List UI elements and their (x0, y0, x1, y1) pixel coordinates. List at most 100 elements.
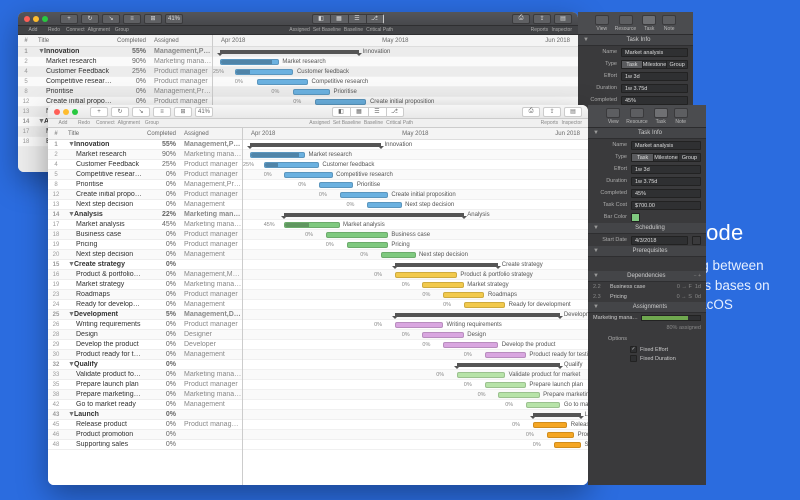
gantt-row[interactable]: Create strategy (243, 260, 588, 270)
gantt-row[interactable]: 0%Create initial proposition (243, 190, 588, 200)
inspector-panel[interactable]: View Resource Task Note ▼Task Info NameM… (588, 105, 706, 485)
task-grid[interactable]: # Title Completed Assigned 1▼Innovation5… (48, 128, 243, 485)
table-row[interactable]: 2Market research90%Marketing manager (18, 57, 212, 67)
gantt-row[interactable]: 0%Develop the product (243, 340, 588, 350)
gantt-row[interactable]: Innovation (213, 47, 578, 57)
minimize-icon[interactable] (63, 109, 69, 115)
table-row[interactable]: 1▼Innovation55%Management,Produc… (18, 47, 212, 57)
dependency-row[interactable]: 2.3Pricing0 → S0d (588, 292, 706, 302)
alignment-button[interactable]: ≡ (153, 107, 171, 117)
view-mode-segment[interactable]: ◧▦☰⎇ (332, 107, 404, 117)
view-mode-segment[interactable]: ◧▦☰⎇ (312, 14, 384, 24)
gantt-row[interactable]: 0%Prioritise (243, 180, 588, 190)
zoom-level[interactable]: 41% (195, 107, 213, 117)
table-row[interactable]: 46Product promotion0% (48, 430, 242, 440)
gantt-row[interactable]: 90%Market research (213, 57, 578, 67)
gantt-row[interactable]: 0%Prioritise (213, 87, 578, 97)
table-row[interactable]: 5Competitive research0%Product manager (18, 77, 212, 87)
table-row[interactable]: 23Roadmaps0%Product manager (48, 290, 242, 300)
table-row[interactable]: 16Product & portfolio strategy0%Manageme… (48, 270, 242, 280)
zoom-icon[interactable] (72, 109, 78, 115)
table-row[interactable]: 12Create initial proposition0%Product ma… (48, 190, 242, 200)
table-row[interactable]: 17Market analysis45%Marketing manager (48, 220, 242, 230)
gantt-row[interactable]: 0%Product ready for testing (243, 350, 588, 360)
table-row[interactable]: 29Develop the product0%Developer (48, 340, 242, 350)
table-row[interactable]: 28Design0%Designer (48, 330, 242, 340)
section-assignments[interactable]: ▼Assignments (588, 302, 706, 313)
table-row[interactable]: 45Release product0%Product manager,Dev… (48, 420, 242, 430)
gantt-row[interactable]: 0%Design (243, 330, 588, 340)
section-dependencies[interactable]: ▼Dependencies− + (588, 271, 706, 282)
gantt-row[interactable]: 0%Product promotion (243, 430, 588, 440)
gantt-row[interactable]: 0%Business case (243, 230, 588, 240)
table-row[interactable]: 4Customer Feedback25%Product manager (48, 160, 242, 170)
gantt-row[interactable]: Launch (243, 410, 588, 420)
gantt-row[interactable]: 0%Next step decision (243, 250, 588, 260)
minimize-icon[interactable] (33, 16, 39, 22)
table-row[interactable]: 2Market research90%Marketing manager (48, 150, 242, 160)
export-button[interactable]: ⇪ (543, 107, 561, 117)
gantt-row[interactable]: 0%Supporting sales (243, 440, 588, 450)
inspector-toggle[interactable]: ▤ (564, 107, 582, 117)
gantt-row[interactable]: 0%Market strategy (243, 280, 588, 290)
add-button[interactable]: + (60, 14, 78, 24)
table-row[interactable]: 32▼Qualify0% (48, 360, 242, 370)
gantt-row[interactable]: 0%Next step decision (243, 200, 588, 210)
table-row[interactable]: 24Ready for development0%Management (48, 300, 242, 310)
dependency-row[interactable]: 2.2Business case0 → F1d (588, 282, 706, 292)
redo-button[interactable]: ↻ (111, 107, 129, 117)
reports-button[interactable]: ⎙ (512, 14, 530, 24)
table-row[interactable]: 25▼Development5%Management,Develo… (48, 310, 242, 320)
table-row[interactable]: 33Validate product for market0%Marketing… (48, 370, 242, 380)
section-scheduling[interactable]: ▼Scheduling (588, 223, 706, 234)
table-row[interactable]: 13Next step decision0%Management (48, 200, 242, 210)
table-row[interactable]: 1▼Innovation55%Management,Produc… (48, 140, 242, 150)
gantt-row[interactable]: Innovation (243, 140, 588, 150)
table-row[interactable]: 8Prioritise0%Management,Produc… (48, 180, 242, 190)
gantt-row[interactable]: 0%Product & portfolio strategy (243, 270, 588, 280)
table-row[interactable]: 38Prepare marketing plan0%Marketing mana… (48, 390, 242, 400)
gantt-row[interactable]: 0%Roadmaps (243, 290, 588, 300)
inspector-tabs[interactable]: View Resource Task Note (578, 12, 693, 35)
gantt-row[interactable]: 0%Competitive research (243, 170, 588, 180)
reports-button[interactable]: ⎙ (522, 107, 540, 117)
titlebar[interactable]: + ↻ ↘ ≡ ⊞ 41% ◧▦☰⎇ ⎙ ⇪ ▤ (18, 12, 578, 26)
export-button[interactable]: ⇪ (533, 14, 551, 24)
table-row[interactable]: 19Market strategy0%Marketing manager (48, 280, 242, 290)
table-row[interactable]: 35Prepare launch plan0%Product manager (48, 380, 242, 390)
gantt-row[interactable]: Qualify (243, 360, 588, 370)
zoom-level[interactable]: 41% (165, 14, 183, 24)
inspector-tabs[interactable]: View Resource Task Note (588, 105, 706, 128)
table-row[interactable]: 20Next step decision0%Management (48, 250, 242, 260)
option-fixed-effort[interactable]: ✓Fixed Effort (588, 345, 706, 354)
table-row[interactable]: 18Business case0%Product manager (48, 230, 242, 240)
gantt-timeline[interactable]: Apr 2018 May 2018 Jun 2018 Innovation90%… (243, 128, 588, 485)
gantt-row[interactable]: 0%Go to market ready (243, 400, 588, 410)
table-row[interactable]: 42Go to market ready0%Management (48, 400, 242, 410)
inspector-toggle[interactable]: ▤ (554, 14, 572, 24)
table-row[interactable]: 5Competitive research0%Product manager (48, 170, 242, 180)
gantt-row[interactable]: 0%Prepare marketing plan (243, 390, 588, 400)
gantt-row[interactable]: 45%Market analysis (243, 220, 588, 230)
close-icon[interactable] (54, 109, 60, 115)
gantt-row[interactable]: 0%Ready for development (243, 300, 588, 310)
gantt-row[interactable]: 0%Writing requirements (243, 320, 588, 330)
close-icon[interactable] (24, 16, 30, 22)
alignment-button[interactable]: ≡ (123, 14, 141, 24)
table-row[interactable]: 19Pricing0%Product manager (48, 240, 242, 250)
zoom-icon[interactable] (42, 16, 48, 22)
group-button[interactable]: ⊞ (144, 14, 162, 24)
gantt-row[interactable]: 25%Customer feedback (243, 160, 588, 170)
gantt-row[interactable]: 0%Competitive research (213, 77, 578, 87)
gantt-row[interactable]: 0%Pricing (243, 240, 588, 250)
option-fixed-duration[interactable]: Fixed Duration (588, 354, 706, 363)
redo-button[interactable]: ↻ (81, 14, 99, 24)
calendar-icon[interactable] (692, 236, 701, 245)
table-row[interactable]: 26Writing requirements0%Product manager (48, 320, 242, 330)
assignment-row[interactable]: Marketing mana… (588, 313, 706, 323)
connect-button[interactable]: ↘ (132, 107, 150, 117)
section-task-info[interactable]: ▼Task Info (588, 128, 706, 139)
gantt-row[interactable]: 0%Prepare launch plan (243, 380, 588, 390)
section-prerequisites[interactable]: ▼Prerequisites (588, 246, 706, 257)
table-row[interactable]: 15▼Create strategy0% (48, 260, 242, 270)
